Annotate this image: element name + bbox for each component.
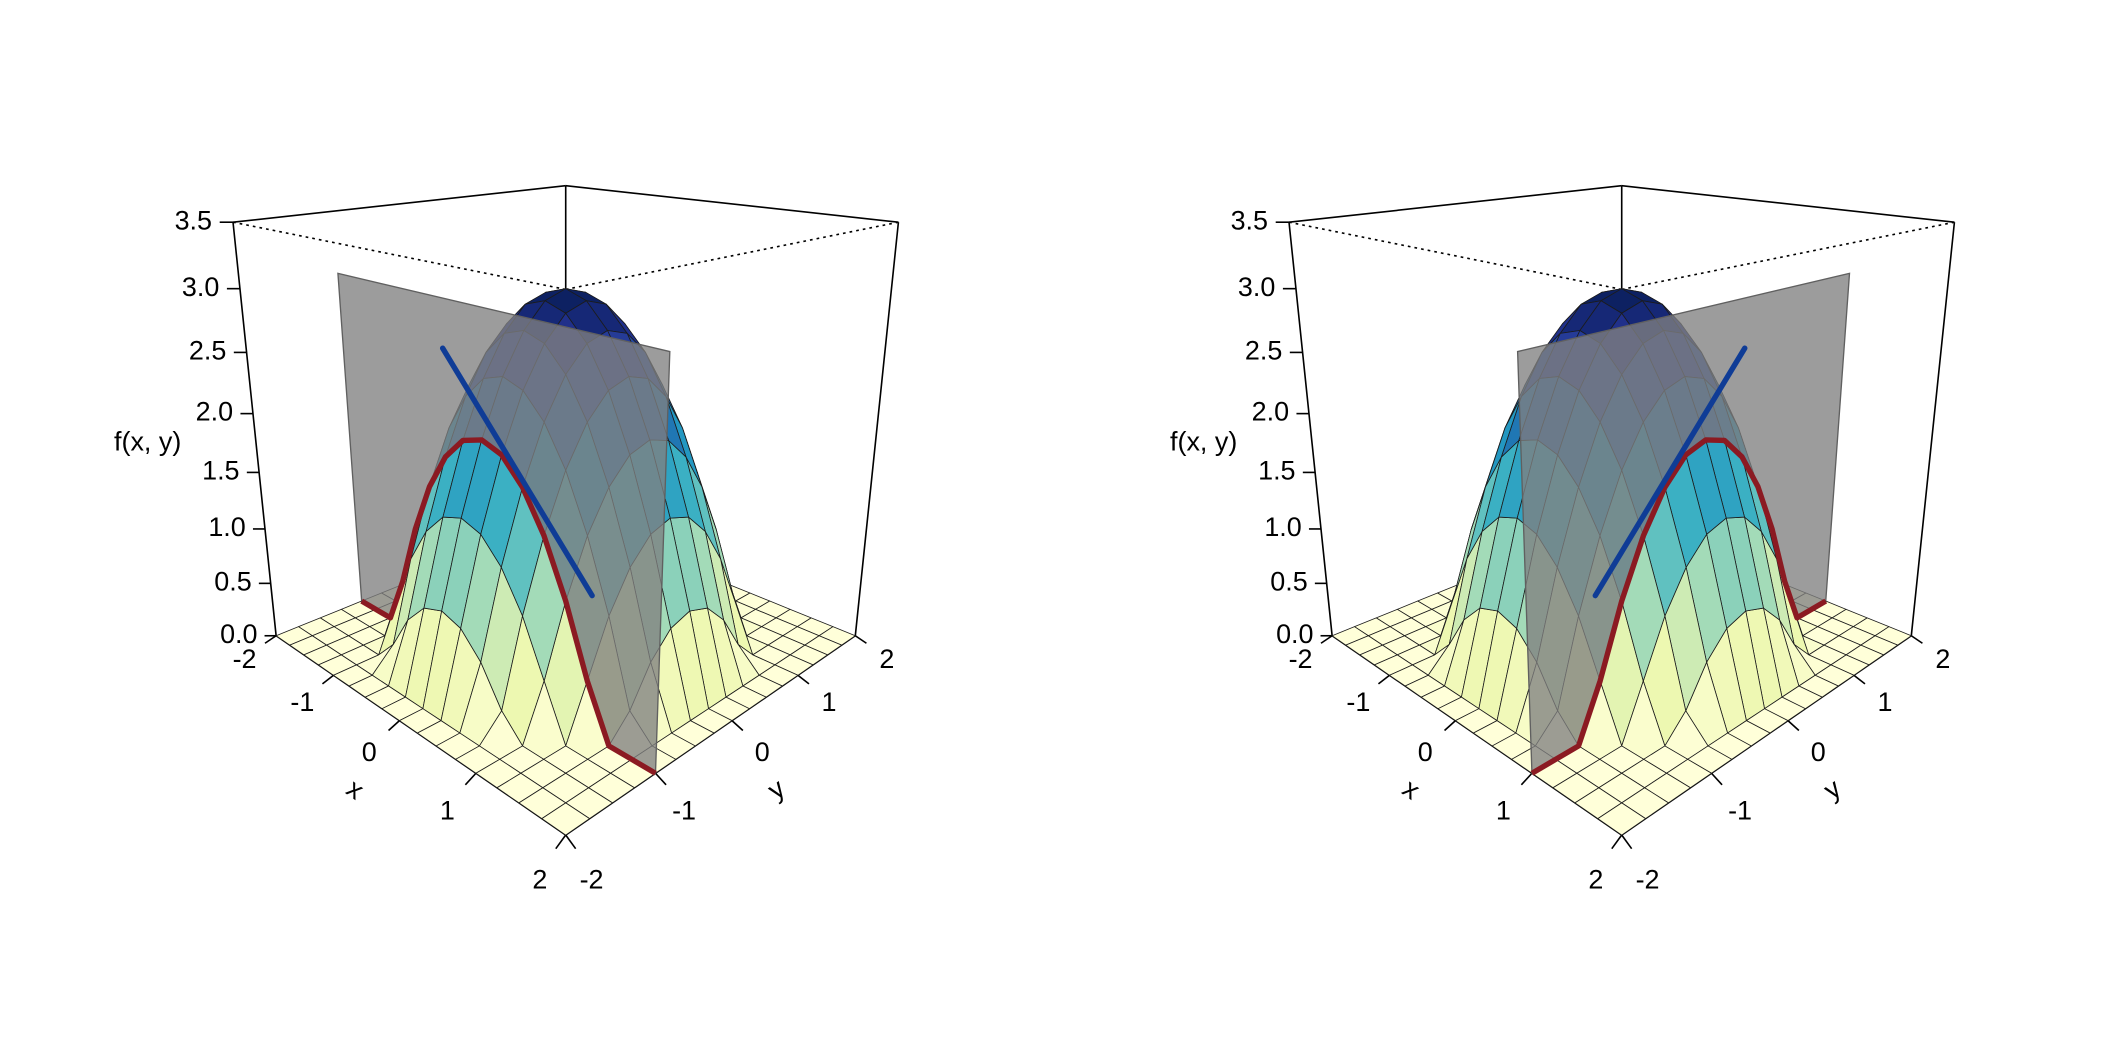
z-tick-label: 1.5 xyxy=(202,456,239,486)
z-tick-label: 0.0 xyxy=(220,619,257,649)
z-tick-label: 3.0 xyxy=(182,272,219,302)
y-tick-label: 0 xyxy=(755,737,770,767)
y-tick xyxy=(1710,772,1723,786)
x-tick-label: 0 xyxy=(362,737,377,767)
z-axis-title: f(x, y) xyxy=(1170,426,1237,456)
x-tick xyxy=(1520,772,1533,786)
y-tick-label: 0 xyxy=(1811,737,1826,767)
x-tick-label: 0 xyxy=(1418,737,1433,767)
z-tick-label: 2.5 xyxy=(1245,336,1282,366)
y-tick xyxy=(1621,834,1633,850)
z-tick-label: 2.5 xyxy=(189,336,226,366)
x-tick-label: -2 xyxy=(1289,644,1313,674)
x-tick-label: -2 xyxy=(233,644,257,674)
tangent-line xyxy=(1592,345,1748,599)
box-edge xyxy=(232,184,566,224)
y-tick-label: 2 xyxy=(879,644,894,674)
x-tick-label: 2 xyxy=(1588,864,1603,894)
surface-facet xyxy=(1597,802,1646,836)
z-tick-label: 1.0 xyxy=(1264,512,1301,542)
z-axis-title: f(x, y) xyxy=(114,426,181,456)
z-tick-label: 1.0 xyxy=(208,512,245,542)
slice-curve xyxy=(360,437,657,776)
z-tick-label: 2.0 xyxy=(1252,397,1289,427)
z-tick-label: 0.0 xyxy=(1276,619,1313,649)
y-tick-label: -2 xyxy=(1636,864,1660,894)
z-tick-label: 3.5 xyxy=(175,205,212,235)
y-tick xyxy=(565,834,577,850)
surface-facet xyxy=(541,802,590,836)
y-tick xyxy=(1910,635,1923,644)
y-tick xyxy=(854,635,867,644)
x-tick-label: -1 xyxy=(1346,687,1370,717)
x-tick xyxy=(321,674,335,685)
box-edge xyxy=(1621,184,1955,224)
y-tick xyxy=(731,720,744,732)
z-tick-label: 0.5 xyxy=(1270,566,1307,596)
x-tick xyxy=(264,635,277,644)
y-tick xyxy=(1787,720,1800,732)
z-tick-label: 0.5 xyxy=(214,566,251,596)
box-edge xyxy=(854,222,900,636)
box-edge xyxy=(565,221,899,291)
x-tick-label: -1 xyxy=(290,687,314,717)
slice-curve xyxy=(1530,437,1828,776)
y-tick-label: 2 xyxy=(1935,644,1950,674)
y-tick xyxy=(1853,674,1866,685)
x-tick xyxy=(464,772,477,786)
y-tick-label: -2 xyxy=(580,864,604,894)
x-tick xyxy=(1320,635,1333,644)
z-tick-label: 1.5 xyxy=(1258,456,1295,486)
box-edge xyxy=(1288,221,1622,291)
box-edge xyxy=(1621,221,1955,291)
y-tick-label: 1 xyxy=(1878,687,1893,717)
z-tick-label: 3.0 xyxy=(1238,272,1275,302)
box-edge xyxy=(1288,184,1622,224)
box-edge xyxy=(1288,222,1333,636)
x-tick xyxy=(1443,720,1457,732)
tangent-line xyxy=(439,345,595,599)
x-tick-label: 2 xyxy=(532,864,547,894)
x-tick xyxy=(387,720,401,732)
y-tick xyxy=(797,674,810,685)
box-edge xyxy=(232,221,566,291)
x-tick xyxy=(1611,834,1623,850)
y-tick-label: -1 xyxy=(672,795,696,825)
y-tick-label: -1 xyxy=(1728,795,1752,825)
box-edge xyxy=(565,184,899,224)
x-tick xyxy=(555,834,567,850)
x-tick-label: 1 xyxy=(1496,795,1511,825)
box-edge xyxy=(1910,222,1956,636)
y-tick-label: 1 xyxy=(822,687,837,717)
x-tick-label: 1 xyxy=(440,795,455,825)
y-tick xyxy=(654,772,667,786)
x-tick xyxy=(1377,674,1391,685)
z-tick-label: 2.0 xyxy=(196,397,233,427)
z-tick-label: 3.5 xyxy=(1231,205,1268,235)
box-edge xyxy=(232,222,277,636)
